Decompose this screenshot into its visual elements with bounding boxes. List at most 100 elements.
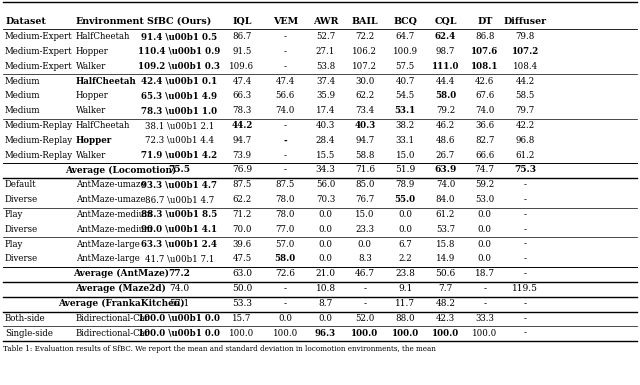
Text: 82.7: 82.7 [475, 136, 495, 145]
Text: 74.7: 74.7 [475, 166, 495, 174]
Text: -: - [524, 328, 527, 338]
Text: 65.3 \u00b1 4.9: 65.3 \u00b1 4.9 [141, 91, 218, 100]
Text: Walker: Walker [76, 106, 106, 115]
Text: 94.7: 94.7 [355, 136, 374, 145]
Text: 52.0: 52.0 [355, 314, 374, 323]
Text: HalfCheetah: HalfCheetah [76, 77, 136, 85]
Text: 23.3: 23.3 [355, 225, 374, 234]
Text: Average (AntMaze): Average (AntMaze) [73, 269, 169, 278]
Text: Medium-Replay: Medium-Replay [5, 121, 73, 130]
Text: 37.4: 37.4 [316, 77, 335, 85]
Text: 26.7: 26.7 [436, 151, 455, 160]
Text: 79.2: 79.2 [436, 106, 455, 115]
Text: -: - [483, 299, 486, 308]
Text: Both-side: Both-side [5, 314, 46, 323]
Text: 67.6: 67.6 [475, 91, 495, 100]
Text: Hopper: Hopper [76, 91, 108, 100]
Text: 63.3 \u00b1 2.4: 63.3 \u00b1 2.4 [141, 239, 218, 249]
Text: 59.2: 59.2 [475, 180, 495, 189]
Text: 74.0: 74.0 [436, 180, 455, 189]
Text: 51.9: 51.9 [395, 166, 415, 174]
Text: 100.0: 100.0 [351, 328, 378, 338]
Text: 40.3: 40.3 [316, 121, 335, 130]
Text: 57.1: 57.1 [169, 299, 189, 308]
Text: 0.0: 0.0 [319, 239, 333, 249]
Text: 74.0: 74.0 [170, 284, 189, 293]
Text: 8.3: 8.3 [358, 254, 372, 263]
Text: 58.5: 58.5 [515, 91, 535, 100]
Text: 46.7: 46.7 [355, 269, 375, 278]
Text: 47.4: 47.4 [276, 77, 295, 85]
Text: -: - [284, 166, 287, 174]
Text: Medium: Medium [5, 77, 40, 85]
Text: 94.7: 94.7 [232, 136, 252, 145]
Text: 6.7: 6.7 [398, 239, 412, 249]
Text: -: - [524, 254, 527, 263]
Text: -: - [524, 314, 527, 323]
Text: 53.7: 53.7 [436, 225, 455, 234]
Text: Table 1: Evaluation results of SfBC. We report the mean and standard deviation i: Table 1: Evaluation results of SfBC. We … [3, 345, 436, 353]
Text: 42.4 \u00b1 0.1: 42.4 \u00b1 0.1 [141, 77, 218, 85]
Text: -: - [284, 47, 287, 56]
Text: 78.0: 78.0 [275, 210, 295, 219]
Text: 70.0: 70.0 [232, 225, 252, 234]
Text: 86.7 \u00b1 4.7: 86.7 \u00b1 4.7 [145, 195, 214, 204]
Text: Medium: Medium [5, 91, 40, 100]
Text: 61.2: 61.2 [436, 210, 455, 219]
Text: 96.8: 96.8 [515, 136, 535, 145]
Text: -: - [284, 151, 287, 160]
Text: 7.7: 7.7 [438, 284, 452, 293]
Text: Medium-Expert: Medium-Expert [5, 32, 73, 41]
Text: 58.0: 58.0 [275, 254, 296, 263]
Text: 27.1: 27.1 [316, 47, 335, 56]
Text: 0.0: 0.0 [398, 225, 412, 234]
Text: Environment: Environment [76, 17, 145, 26]
Text: SfBC (Ours): SfBC (Ours) [147, 17, 212, 26]
Text: Play: Play [5, 239, 24, 249]
Text: 18.7: 18.7 [475, 269, 495, 278]
Text: 88.3 \u00b1 8.5: 88.3 \u00b1 8.5 [141, 210, 218, 219]
Text: 100.0: 100.0 [432, 328, 459, 338]
Text: -: - [524, 180, 527, 189]
Text: 38.1 \u00b1 2.1: 38.1 \u00b1 2.1 [145, 121, 214, 130]
Text: 50.0: 50.0 [232, 284, 252, 293]
Text: 46.2: 46.2 [436, 121, 455, 130]
Text: AntMaze-medium: AntMaze-medium [76, 210, 152, 219]
Text: 23.8: 23.8 [396, 269, 415, 278]
Text: AntMaze-large: AntMaze-large [76, 254, 140, 263]
Text: BCQ: BCQ [393, 17, 417, 26]
Text: 72.6: 72.6 [275, 269, 295, 278]
Text: 15.7: 15.7 [232, 314, 252, 323]
Text: 58.8: 58.8 [355, 151, 374, 160]
Text: 72.2: 72.2 [355, 32, 374, 41]
Text: 63.9: 63.9 [435, 166, 457, 174]
Text: 100.0 \u00b1 0.0: 100.0 \u00b1 0.0 [138, 328, 220, 338]
Text: 0.0: 0.0 [478, 254, 492, 263]
Text: 53.0: 53.0 [475, 195, 495, 204]
Text: 66.6: 66.6 [475, 151, 495, 160]
Text: 15.0: 15.0 [396, 151, 415, 160]
Text: HalfCheetah: HalfCheetah [76, 121, 130, 130]
Text: 62.4: 62.4 [435, 32, 456, 41]
Text: 71.2: 71.2 [232, 210, 252, 219]
Text: AWR: AWR [313, 17, 339, 26]
Text: 64.7: 64.7 [396, 32, 415, 41]
Text: Diffuser: Diffuser [504, 17, 547, 26]
Text: 107.2: 107.2 [511, 47, 539, 56]
Text: 100.9: 100.9 [392, 47, 418, 56]
Text: 15.0: 15.0 [355, 210, 374, 219]
Text: 50.6: 50.6 [435, 269, 456, 278]
Text: 87.5: 87.5 [232, 180, 252, 189]
Text: 70.3: 70.3 [316, 195, 335, 204]
Text: 109.2 \u00b1 0.3: 109.2 \u00b1 0.3 [138, 62, 220, 71]
Text: 44.4: 44.4 [436, 77, 455, 85]
Text: Play: Play [5, 210, 24, 219]
Text: 75.3: 75.3 [514, 166, 536, 174]
Text: 91.4 \u00b1 0.5: 91.4 \u00b1 0.5 [141, 32, 218, 41]
Text: Diverse: Diverse [5, 225, 38, 234]
Text: Hopper: Hopper [76, 136, 112, 145]
Text: 40.7: 40.7 [396, 77, 415, 85]
Text: -: - [284, 136, 287, 145]
Text: 8.7: 8.7 [318, 299, 333, 308]
Text: 53.1: 53.1 [394, 106, 416, 115]
